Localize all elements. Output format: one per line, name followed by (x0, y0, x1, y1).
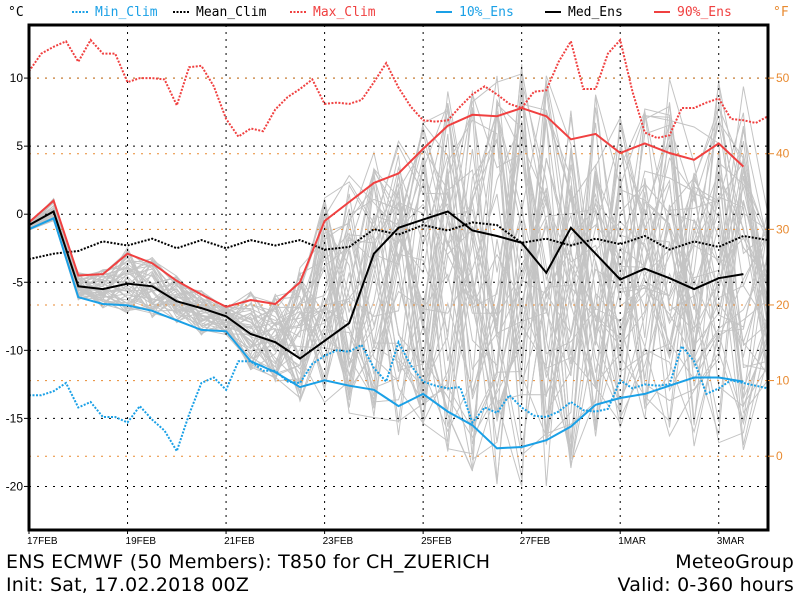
legend-item-mean-clim: Mean_Clim (173, 5, 267, 20)
legend-item-min-clim: Min_Clim (72, 5, 158, 20)
legend: Min_Clim Mean_Clim Max_Clim 10%_Ens Med_… (72, 5, 732, 20)
svg-text:Min_Clim: Min_Clim (95, 5, 158, 20)
series-90pct-ens (28, 106, 745, 308)
ensemble-member-line (28, 80, 769, 487)
series-max-clim (28, 37, 769, 140)
x-tick-label: 19FEB (126, 536, 157, 547)
ensemble-member-line (28, 98, 769, 433)
y-axis-fahrenheit: 50 40 30 20 10 0 (768, 71, 790, 463)
y-unit-fahrenheit: °F (773, 5, 789, 20)
valid-range: Valid: 0-360 hours (617, 574, 794, 596)
ensemble-member-line (28, 94, 769, 423)
series-mean-clim (28, 221, 769, 261)
x-tick-label: 27FEB (520, 536, 551, 547)
series-10pct-ens (28, 216, 744, 450)
plot-frame (27, 23, 770, 532)
ensemble-member-line (28, 63, 769, 487)
svg-text:10%_Ens: 10%_Ens (459, 5, 514, 20)
ensemble-member-line (28, 102, 769, 400)
y-tick-label-celsius: -20 (6, 479, 24, 493)
x-tick-label: 25FEB (421, 536, 452, 547)
series-med-ens (28, 210, 744, 360)
y-tick-label-celsius: 0 (16, 207, 23, 221)
ensemble-members (28, 63, 769, 487)
ensemble-member-line (28, 88, 769, 451)
x-tick-label: 3MAR (717, 536, 745, 547)
svg-text:Max_Clim: Max_Clim (313, 5, 376, 20)
chart-title: ENS ECMWF (50 Members): T850 for CH_ZUER… (6, 551, 491, 573)
ensemble-member-line (28, 90, 769, 425)
y-tick-label-fahrenheit: 50 (776, 71, 790, 85)
ensemble-member-line (28, 129, 769, 464)
y-tick-label-celsius: 5 (16, 139, 23, 153)
y-tick-label-fahrenheit: 10 (776, 374, 790, 388)
ensemble-member-line (28, 91, 769, 443)
y-tick-label-fahrenheit: 0 (776, 449, 783, 463)
x-tick-label: 21FEB (224, 536, 255, 547)
y-tick-label-fahrenheit: 30 (776, 222, 790, 236)
y-tick-label-celsius: 10 (10, 71, 24, 85)
ensemble-member-line (28, 141, 769, 461)
x-tick-label: 23FEB (323, 536, 354, 547)
legend-item-max-clim: Max_Clim (290, 5, 376, 20)
ensemble-member-line (28, 109, 769, 448)
grid-lines (29, 25, 768, 530)
x-axis: 17FEB 19FEB 21FEB 23FEB 25FEB 27FEB 1MAR 3MAR (27, 530, 745, 547)
x-tick-label: 17FEB (27, 536, 58, 547)
series-lines (28, 37, 769, 454)
y-unit-celsius: °C (8, 5, 24, 20)
legend-item-90pct-ens: 90%_Ens (654, 5, 732, 20)
svg-text:90%_Ens: 90%_Ens (677, 5, 732, 20)
x-tick-label: 1MAR (618, 536, 646, 547)
ensemble-member-line (28, 109, 769, 431)
y-tick-label-fahrenheit: 40 (776, 147, 790, 161)
y-tick-label-fahrenheit: 20 (776, 298, 790, 312)
y-tick-label-celsius: -5 (12, 275, 23, 289)
svg-text:Mean_Clim: Mean_Clim (196, 5, 267, 20)
series-min-clim (29, 339, 769, 454)
provider-label: MeteoGroup (675, 551, 794, 573)
y-tick-label-celsius: -15 (6, 411, 24, 425)
init-time: Init: Sat, 17.02.2018 00Z (6, 574, 250, 596)
ensemble-member-line (28, 122, 769, 437)
y-tick-label-celsius: -10 (6, 343, 24, 357)
ensemble-member-line (28, 122, 769, 447)
y-axis-celsius: 10 5 0 -5 -10 -15 -20 (6, 71, 29, 493)
ensemble-member-line (28, 75, 769, 471)
ensemble-member-line (28, 75, 769, 409)
legend-item-med-ens: Med_Ens (545, 5, 623, 20)
svg-text:Med_Ens: Med_Ens (568, 5, 623, 20)
legend-item-10pct-ens: 10%_Ens (436, 5, 514, 20)
ensemble-member-line (28, 78, 769, 427)
ensemble-member-line (28, 91, 769, 401)
